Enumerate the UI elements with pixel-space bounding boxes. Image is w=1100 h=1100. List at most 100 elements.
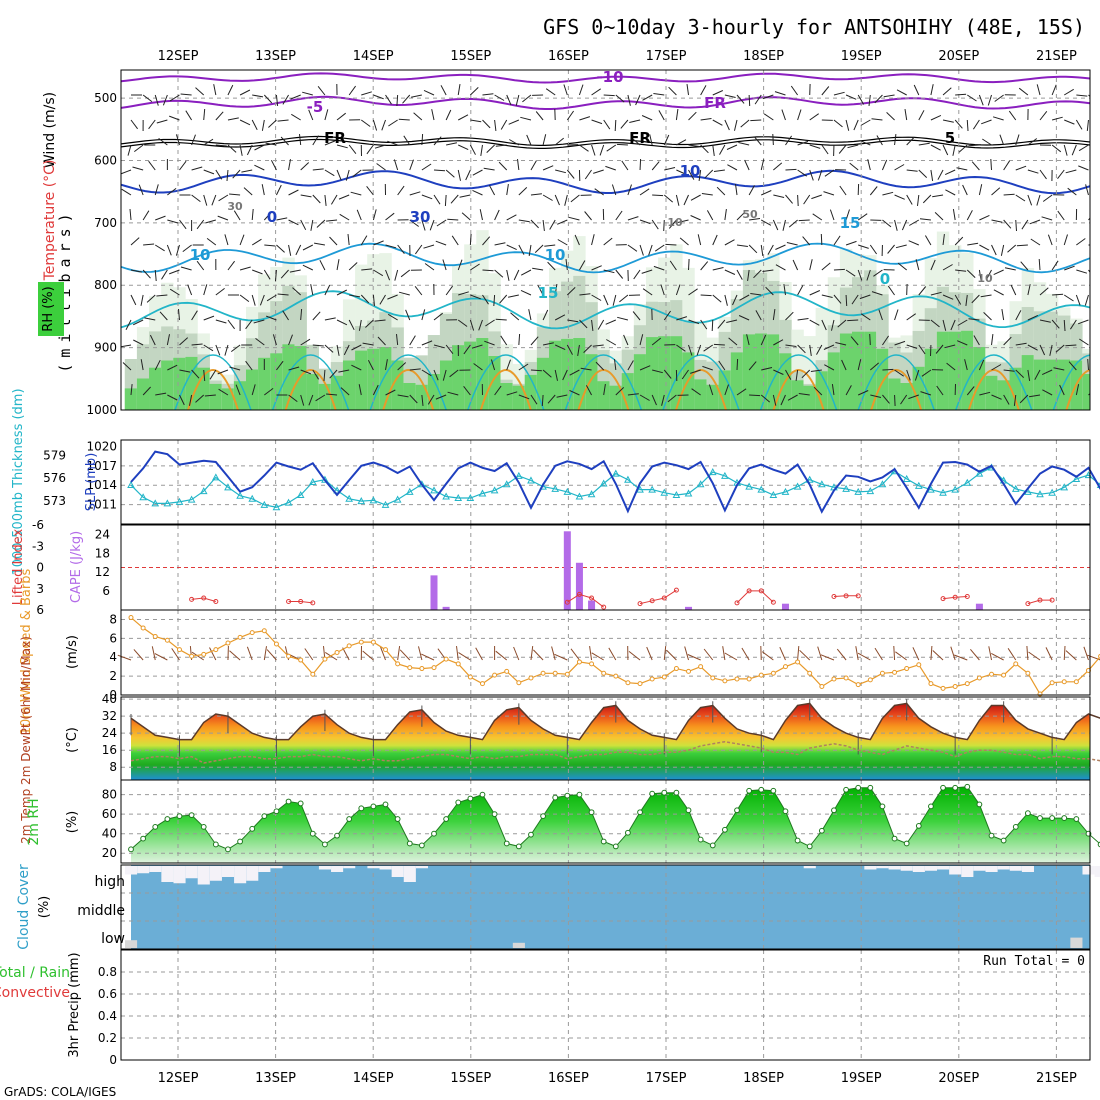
cloud-high-block [258, 866, 271, 872]
rh-shade-high [888, 378, 901, 410]
upper-wind-barb [482, 93, 494, 96]
upper-wind-barb [798, 393, 810, 396]
upper-wind-barb [980, 294, 992, 298]
upper-wind-barb [535, 111, 544, 121]
upper-wind-barb [133, 339, 144, 346]
upper-wind-barb [308, 394, 314, 406]
upper-wind-barb [169, 94, 180, 102]
upper-wind-barb [324, 169, 335, 177]
upper-wind-barb [373, 94, 384, 100]
wind10-barb [513, 646, 520, 661]
upper-wind-barb [140, 359, 144, 371]
upper-wind-barb [191, 166, 203, 171]
thickness-point [514, 471, 523, 479]
rh-point [988, 832, 995, 839]
upper-wind-barb [978, 269, 982, 281]
wind10-speed-point [249, 630, 255, 636]
upper-wind-barb [679, 237, 689, 246]
upper-wind-barb [132, 166, 144, 171]
upper-wind-barb [894, 194, 905, 200]
upper-wind-barb [472, 169, 483, 176]
thickness-point [793, 482, 802, 490]
upper-wind-barb [206, 238, 217, 246]
y-tick-label: 579 [43, 448, 66, 462]
upper-wind-barb [520, 116, 532, 121]
upper-wind-barb [616, 143, 628, 146]
upper-wind-barb [215, 111, 224, 121]
wind10-barb [456, 646, 459, 661]
upper-wind-barb [288, 219, 299, 226]
thickness-point [696, 480, 705, 488]
upper-wind-barb [121, 169, 132, 175]
upper-wind-barb [140, 294, 144, 306]
upper-wind-barb [1063, 144, 1068, 156]
upper-wind-barb [603, 237, 613, 246]
upper-wind-barb [1030, 238, 1041, 246]
wind10-speed-point [855, 682, 861, 688]
upper-wind-barb [500, 119, 508, 130]
upper-wind-barb [930, 114, 942, 121]
rh-shade-high [149, 367, 162, 410]
upper-wind-barb [688, 344, 693, 356]
upper-wind-barb [175, 134, 180, 146]
rh-point [1073, 816, 1080, 822]
upper-wind-barb [159, 311, 168, 321]
upper-wind-barb [627, 360, 634, 371]
upper-wind-barb [652, 194, 664, 197]
bottom-day-label: 21SEP [1036, 1071, 1077, 1086]
cloud-panel: high middle low Cloud Cover (%) [16, 864, 1100, 950]
upper-wind-barb [736, 94, 745, 104]
upper-wind-barb [942, 294, 954, 300]
upper-wind-barb [373, 269, 384, 277]
upper-wind-barb [627, 244, 638, 252]
upper-wind-barb [312, 369, 320, 380]
rh-shade-high [439, 360, 453, 410]
wind10-speed-point [431, 665, 437, 671]
upper-wind-barb [385, 269, 391, 281]
upper-wind-barb [866, 269, 871, 281]
rh-point [249, 825, 256, 832]
thickness-point [805, 475, 814, 483]
upper-wind-barb [266, 294, 277, 302]
upper-wind-barb [409, 394, 418, 404]
wind10-speed-point [649, 676, 655, 682]
y-tick-label: 3 [36, 582, 44, 596]
upper-wind-barb [930, 291, 942, 296]
upper-wind-barb [482, 236, 491, 246]
upper-wind-barb [584, 169, 592, 180]
cape-axis-label: CAPE (J/kg) [69, 531, 84, 603]
upper-wind-barb [894, 369, 904, 377]
contour-label: 50 [742, 208, 758, 221]
upper-wind-barb [614, 359, 617, 371]
lifted-index-line [639, 589, 677, 605]
y-tick-label: 0.2 [98, 1031, 117, 1045]
rh-shade-high [270, 353, 283, 410]
rh-point [443, 816, 450, 822]
upper-wind-barb [316, 219, 326, 228]
upper-wind-barb [245, 319, 253, 330]
upper-wind-barb [821, 319, 827, 331]
thickness-point [260, 500, 269, 508]
thickness-point [151, 499, 160, 507]
rh-point [515, 843, 522, 850]
dewpoint-line [130, 740, 1100, 764]
upper-wind-barb [812, 213, 823, 221]
slp-axis-label: SLP (mb) [84, 453, 99, 512]
cloud-high-block [343, 866, 356, 869]
thickness-point [951, 485, 960, 493]
upper-wind-barb [227, 84, 234, 96]
upper-wind-barb [482, 269, 494, 272]
wind10-speed-point [1061, 679, 1067, 685]
y-tick-label: 6 [102, 584, 110, 598]
rh-point [140, 835, 147, 842]
rh-point [1000, 837, 1007, 844]
rh-point [915, 822, 922, 829]
wind10-barb [895, 651, 907, 661]
upper-wind-barb [427, 394, 435, 405]
wind10-speed-point [286, 653, 292, 659]
upper-wind-barb [336, 169, 342, 181]
cloud-high-block [185, 866, 198, 879]
upper-wind-barb [712, 119, 723, 126]
upper-wind-barb [797, 169, 807, 177]
